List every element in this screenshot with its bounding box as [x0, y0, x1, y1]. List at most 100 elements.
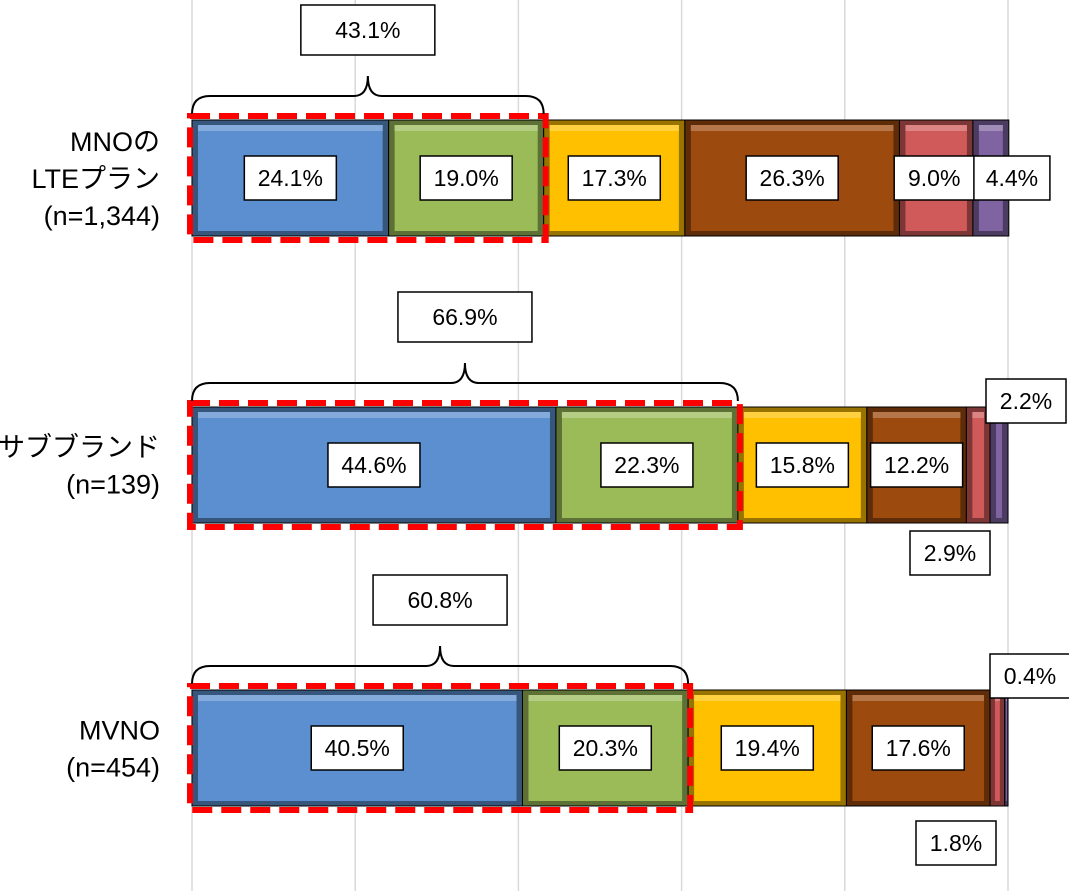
data-label-box — [973, 155, 1051, 201]
data-label: 9.0% — [893, 155, 975, 201]
bar-segment — [388, 119, 545, 237]
segment-highlight — [561, 412, 732, 418]
data-label-box — [310, 725, 404, 771]
highlight-frame — [187, 113, 549, 243]
data-label-text: 19.4% — [735, 735, 800, 761]
data-label: 1.8% — [915, 820, 997, 866]
bar-segment — [191, 689, 523, 807]
data-label: 17.6% — [871, 725, 965, 771]
data-label: 4.4% — [973, 155, 1051, 201]
data-label-text: 4.4% — [986, 165, 1038, 191]
segment-highlight — [972, 412, 985, 418]
data-label-text: 17.3% — [582, 165, 647, 191]
bracket-label: 43.1% — [300, 4, 436, 56]
data-label-box — [985, 378, 1067, 424]
category-label-line: LTEプラン — [31, 164, 160, 194]
segment-face — [1005, 695, 1007, 801]
bar-group: MVNO (n=454) — [66, 645, 1009, 813]
category-label: MNOの LTEプラン (n=1,344) — [31, 127, 160, 231]
data-label-text: 2.9% — [924, 540, 976, 566]
bracket — [191, 645, 690, 685]
bracket-label-text: 43.1% — [335, 17, 400, 43]
segment-highlight — [198, 125, 383, 131]
data-label-box — [243, 155, 338, 201]
bar-segment — [989, 689, 1006, 807]
category-label-line: サブブランド — [0, 433, 160, 463]
segment-highlight — [694, 695, 841, 701]
data-label-box — [871, 725, 965, 771]
segment-highlight — [690, 125, 894, 131]
bracket-label: 66.9% — [397, 291, 533, 343]
segment-face — [972, 412, 985, 518]
data-label-box — [989, 653, 1069, 699]
data-label-text: 15.8% — [770, 452, 835, 478]
data-label-box — [327, 442, 421, 488]
bar-segment — [989, 406, 1009, 524]
data-label-text: 1.8% — [930, 830, 982, 856]
data-label-text: 9.0% — [908, 165, 960, 191]
segment-highlight — [394, 125, 538, 131]
data-label: 15.8% — [755, 442, 850, 488]
data-label: 17.3% — [567, 155, 662, 201]
data-label: 12.2% — [869, 442, 964, 488]
data-label-box — [567, 155, 662, 201]
data-label-text: 44.6% — [341, 452, 406, 478]
data-label-text: 24.1% — [258, 165, 323, 191]
data-label-box — [600, 442, 694, 488]
bracket-label-text: 66.9% — [432, 304, 497, 330]
segment-highlight — [743, 412, 861, 418]
bracket — [191, 362, 739, 402]
bracket — [191, 75, 545, 115]
data-label-text: 17.6% — [886, 735, 951, 761]
highlight-frame — [187, 683, 694, 813]
segment-face — [996, 412, 1003, 518]
data-label-text: 20.3% — [573, 735, 638, 761]
data-label: 22.3% — [600, 442, 694, 488]
data-label-text: 2.2% — [1000, 388, 1052, 414]
category-label-line: (n=1,344) — [44, 201, 160, 231]
segment-highlight — [905, 125, 967, 131]
category-label-line: (n=139) — [66, 470, 160, 500]
data-label: 2.2% — [985, 378, 1067, 424]
data-label-text: 40.5% — [325, 735, 390, 761]
data-label-box — [869, 442, 964, 488]
data-label: 44.6% — [327, 442, 421, 488]
data-label-box — [558, 725, 653, 771]
data-label-box — [419, 155, 513, 201]
data-label: 19.0% — [419, 155, 513, 201]
segment-highlight — [549, 125, 679, 131]
category-label-line: MNOの — [70, 127, 160, 157]
segment-highlight — [852, 695, 985, 701]
bracket-label-box — [372, 574, 508, 626]
data-label: 20.3% — [558, 725, 653, 771]
category-label-line: MVNO — [79, 716, 160, 746]
data-label-text: 26.3% — [760, 165, 825, 191]
bar-group: MNOの LTEプラン (n=1,344) — [31, 75, 1010, 243]
data-label: 2.9% — [909, 530, 991, 576]
highlight-frame — [187, 400, 743, 530]
category-label-line: (n=454) — [66, 753, 160, 783]
data-label-text: 12.2% — [884, 452, 949, 478]
bar-segment — [1004, 689, 1009, 807]
segment-highlight — [978, 125, 1003, 131]
category-label: MVNO (n=454) — [66, 716, 160, 783]
data-label: 19.4% — [720, 725, 815, 771]
category-label: サブブランド (n=139) — [0, 433, 160, 500]
data-label: 26.3% — [745, 155, 839, 201]
segment-highlight — [872, 412, 961, 418]
data-label: 0.4% — [989, 653, 1069, 699]
data-label-box — [909, 530, 991, 576]
bar-segment — [191, 119, 390, 237]
data-label-text: 19.0% — [434, 165, 499, 191]
segment-face — [994, 695, 1000, 801]
bracket-label-box — [300, 4, 436, 56]
bracket-label: 60.8% — [372, 574, 508, 626]
data-label-box — [915, 820, 997, 866]
segment-highlight — [198, 412, 550, 418]
bracket-label-text: 60.8% — [407, 587, 472, 613]
data-label-text: 0.4% — [1004, 663, 1056, 689]
data-label-text: 22.3% — [614, 452, 679, 478]
segment-highlight — [198, 695, 517, 701]
bar-group: サブブランド (n=139) — [0, 362, 1009, 530]
